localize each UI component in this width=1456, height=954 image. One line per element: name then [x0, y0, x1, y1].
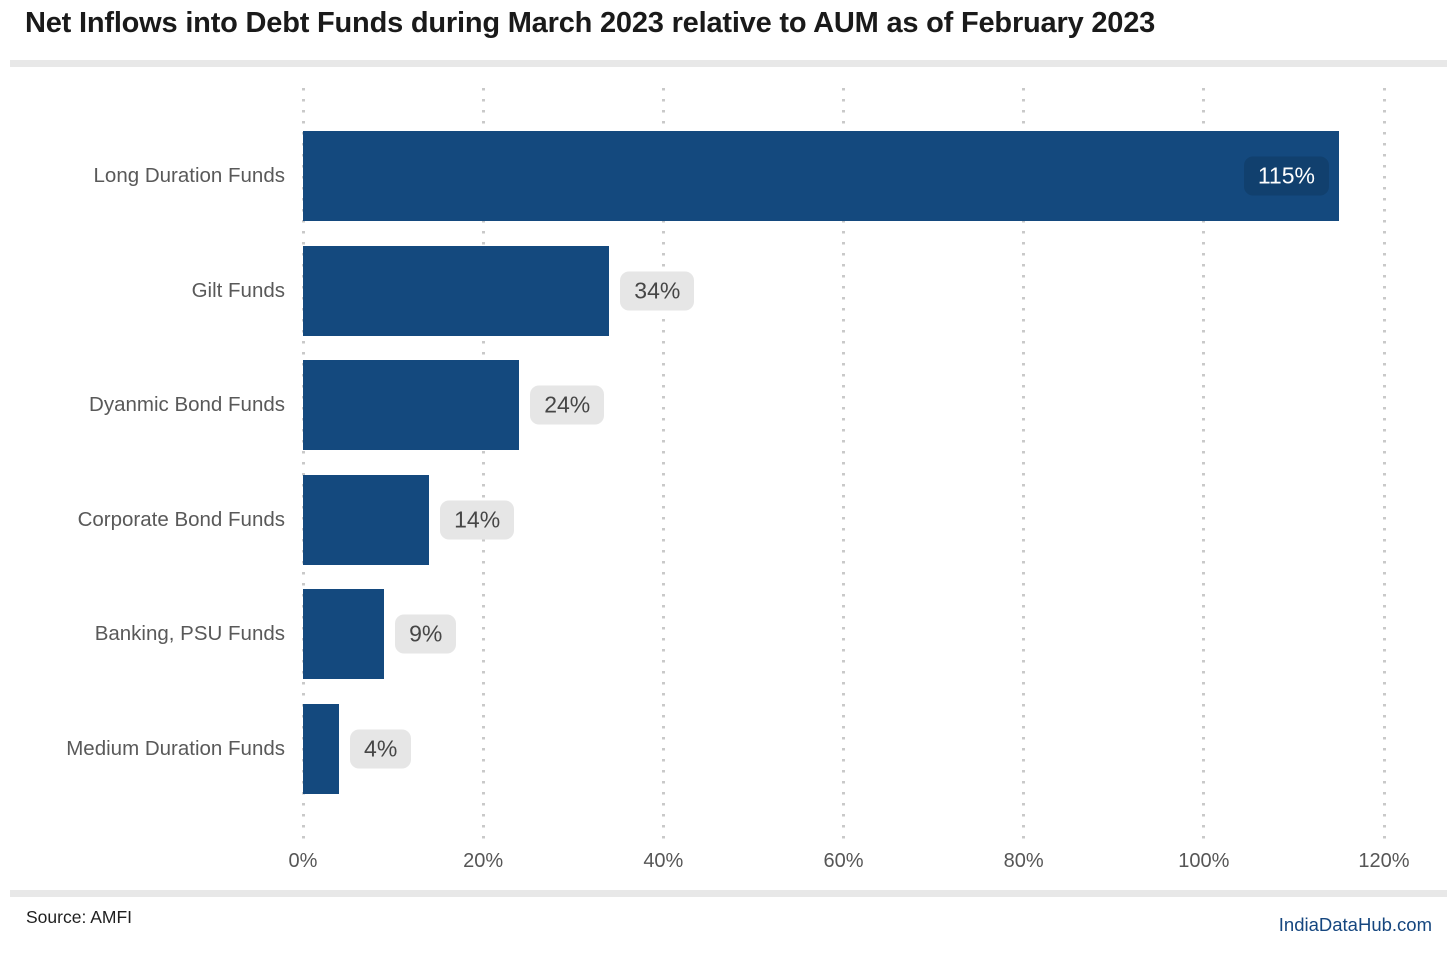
category-label: Gilt Funds	[191, 278, 285, 302]
category-label: Banking, PSU Funds	[94, 622, 285, 646]
bar-row: Dyanmic Bond Funds 24%	[89, 348, 1384, 463]
bar-row: Gilt Funds 34%	[192, 233, 1384, 348]
header-divider	[10, 60, 1447, 67]
value-label: 24%	[530, 385, 605, 425]
category-label: Long Duration Funds	[93, 163, 285, 187]
source-text: Source: AMFI	[26, 907, 133, 927]
gridline	[1202, 88, 1206, 845]
bar	[303, 360, 520, 451]
value-label: 4%	[350, 729, 412, 769]
value-label: 14%	[440, 500, 515, 540]
chart-title: Net Inflows into Debt Funds during March…	[25, 7, 1156, 39]
gridline	[481, 88, 485, 845]
value-label: 34%	[620, 271, 695, 311]
x-tick-label: 120%	[1358, 850, 1410, 872]
bar-row: Long Duration Funds 115%	[94, 119, 1384, 234]
x-tick-label: 80%	[1003, 850, 1044, 872]
gridline	[301, 88, 305, 845]
value-label: 115%	[1243, 156, 1329, 196]
brand-link[interactable]: IndiaDataHub.com	[1278, 914, 1432, 935]
bar	[303, 474, 430, 565]
plot-area: Long Duration Funds 115% Gilt Funds 34% Dyan…	[66, 88, 1410, 872]
x-tick-label: 60%	[823, 850, 864, 872]
category-label: Corporate Bond Funds	[77, 507, 285, 531]
value-label: 9%	[395, 614, 457, 654]
bar-row: Medium Duration Funds 4%	[66, 692, 1384, 807]
bar	[303, 703, 340, 794]
x-tick-label: 40%	[643, 850, 684, 872]
category-label: Medium Duration Funds	[66, 736, 285, 760]
gridline	[842, 88, 845, 845]
bar	[303, 245, 610, 336]
footer-divider	[10, 890, 1447, 897]
gridline	[1382, 88, 1386, 845]
category-label: Dyanmic Bond Funds	[89, 393, 285, 417]
rows-layer: Long Duration Funds 115% Gilt Funds 34% Dyan…	[66, 119, 1384, 807]
x-tick-label: 20%	[463, 850, 504, 872]
bar	[303, 589, 385, 680]
bar: 115%	[303, 130, 1339, 221]
gridline	[661, 88, 665, 845]
gridline	[1022, 88, 1026, 845]
bar-row: Corporate Bond Funds 14%	[78, 462, 1384, 577]
bar-row: Banking, PSU Funds 9%	[95, 577, 1384, 692]
x-tick-label: 100%	[1178, 850, 1230, 872]
x-tick-label: 0%	[288, 850, 318, 872]
